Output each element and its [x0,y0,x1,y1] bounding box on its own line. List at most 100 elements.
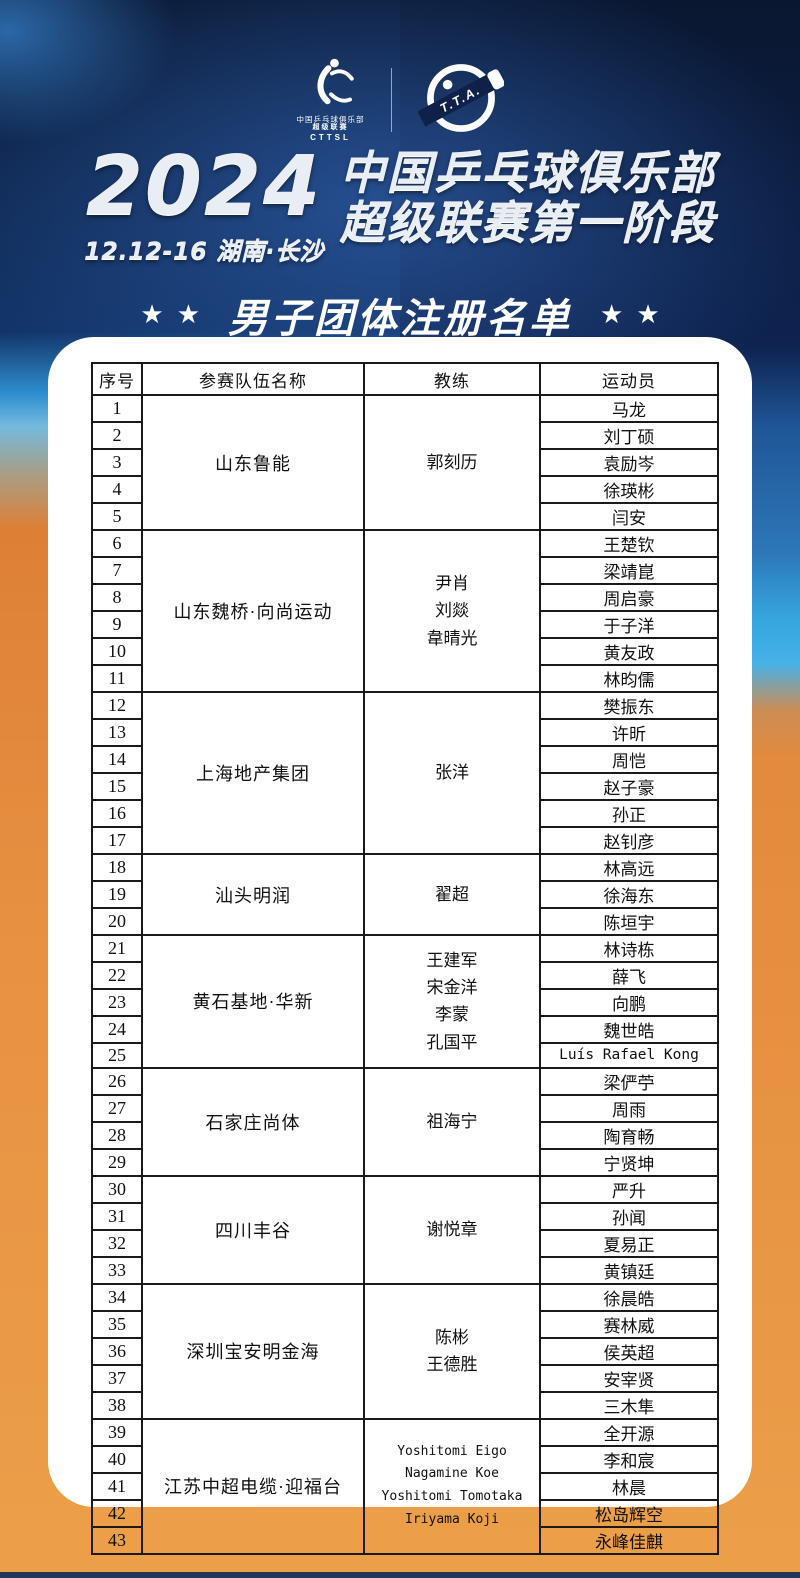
player-cell: 夏易正 [539,1228,719,1258]
table-row: 12 上海地产集团 张洋 樊振东 [91,691,719,855]
coach-name: 谢悦章 [426,1220,478,1240]
row-number-cell: 42 [91,1498,143,1528]
player-cell: 严升 [539,1174,719,1204]
table-header-row: 序号 参赛队伍名称 教练 运动员 [91,362,719,396]
row-number-cell: 28 [91,1120,143,1150]
player-cell: 薛飞 [539,961,719,990]
row-number-cell: 38 [91,1390,143,1420]
row-number-cell: 16 [91,799,143,828]
player-cell: 魏世皓 [539,1015,719,1044]
table-row: 42 松岛辉空 [91,1498,719,1528]
row-number-cell: 12 [91,691,143,720]
coach-cell: 陈彬 王德胜 [363,1282,541,1420]
row-number-cell: 27 [91,1093,143,1123]
player-cell: 赵钊彦 [539,826,719,855]
row-number-cell: 29 [91,1147,143,1177]
coach-name: 李蒙 [435,1005,469,1025]
player-cell: 徐瑛彬 [539,475,719,504]
table-row: 7 梁靖崑 [91,556,719,585]
row-number-cell: 8 [91,583,143,612]
star-icon: ★ [140,299,164,330]
table-row: 39 江苏中超电缆·迎福台 Yoshitomi Eigo Nagamine Koe Yo… [91,1417,719,1555]
coach-cell: 尹肖 刘燚 韋晴光 [363,529,541,693]
table-row: 14 周恺 [91,745,719,774]
row-number-cell: 5 [91,502,143,531]
bottom-strip [0,1572,800,1578]
team-name-cell: 四川丰谷 [141,1174,365,1285]
cttsl-logo-line1: 中国乒乓球俱乐部 [296,114,365,124]
player-cell: 黄友政 [539,637,719,666]
coach-name: 陈彬 [435,1328,469,1347]
team-name-cell: 石家庄尚体 [141,1066,365,1177]
table-row: 32 夏易正 [91,1228,719,1258]
subtitle: 男子团体注册名单 [228,296,572,341]
player-cell: 许昕 [539,718,719,747]
row-number-cell: 35 [91,1309,143,1339]
player-cell: 林晨 [539,1471,719,1501]
player-cell: Luís Rafael Kong [539,1042,719,1069]
player-cell: 全开源 [539,1417,719,1447]
coach-name: 郭刻历 [426,452,478,472]
table-row: 35 赛林威 [91,1309,719,1339]
player-cell: 赵子豪 [539,772,719,801]
player-cell: 孙正 [539,799,719,828]
coach-cell: 祖海宁 [363,1066,541,1177]
table-row: 25 Luís Rafael Kong [91,1042,719,1069]
table-row: 28 陶育畅 [91,1120,719,1150]
row-number-cell: 19 [91,880,143,909]
column-header-player: 运动员 [539,362,719,396]
row-number-cell: 26 [91,1066,143,1096]
roster-table: 序号 参赛队伍名称 教练 运动员 1 山东鲁能 郭刻历 马龙 2 刘丁硕 3 袁励岑 4 徐瑛彬 5… [91,362,719,1555]
coach-name: 刘燚 [435,601,469,621]
row-number-cell: 6 [91,529,143,558]
table-row: 6 山东魏桥·向尚运动 尹肖 刘燚 韋晴光 王楚钦 [91,529,719,693]
title-left: 2024 12.12-16 湖南·长沙 [84,146,324,266]
table-row: 27 周雨 [91,1093,719,1123]
coach-name: 孔国平 [426,1032,478,1052]
team-name-cell: 山东鲁能 [141,394,365,531]
star-icon: ★ [600,299,624,330]
team-name-cell: 黄石基地·华新 [141,934,365,1069]
table-row: 22 薛飞 [91,961,719,990]
player-cell: 宁贤坤 [539,1147,719,1177]
table-row: 3 袁励岑 [91,448,719,477]
cttsl-logo-line2: 超级联赛 [312,124,349,132]
table-row: 5 闫安 [91,502,719,531]
player-cell: 王楚钦 [539,529,719,558]
row-number-cell: 30 [91,1174,143,1204]
row-number-cell: 10 [91,637,143,666]
player-cell: 林高远 [539,853,719,882]
table-row: 26 石家庄尚体 祖海宁 梁俨苧 [91,1066,719,1177]
table-row: 18 汕头明润 翟超 林高远 [91,853,719,936]
row-number-cell: 37 [91,1363,143,1393]
row-number-cell: 3 [91,448,143,477]
coach-cell: Yoshitomi Eigo Nagamine Koe Yoshitomi Tomo… [363,1417,541,1555]
date-location: 12.12-16 湖南·长沙 [84,236,324,265]
column-header-team: 参赛队伍名称 [141,362,365,396]
logos-row: 中国乒乓球俱乐部 超级联赛 CTTSL T.T.A. [0,56,800,144]
coach-name: 尹肖 [435,574,469,594]
player-cell: 安宰贤 [539,1363,719,1393]
coach-name: Yoshitomi Eigo [397,1443,507,1459]
row-number-cell: 23 [91,988,143,1017]
coach-name: 王德胜 [426,1355,478,1375]
player-cell: 周启豪 [539,583,719,612]
roster-card: 序号 参赛队伍名称 教练 运动员 1 山东鲁能 郭刻历 马龙 2 刘丁硕 3 袁励岑 4 徐瑛彬 5… [48,337,752,1555]
table-row: 2 刘丁硕 [91,421,719,450]
row-number-cell: 14 [91,745,143,774]
row-number-cell: 17 [91,826,143,855]
team-name-cell: 山东魏桥·向尚运动 [141,529,365,693]
table-row: 13 许昕 [91,718,719,747]
row-number-cell: 4 [91,475,143,504]
coach-name: 翟超 [435,884,469,904]
coach-name: 张洋 [435,763,469,783]
table-row: 17 赵钊彦 [91,826,719,855]
row-number-cell: 15 [91,772,143,801]
player-cell: 闫安 [539,502,719,531]
team-name-cell: 汕头明润 [141,853,365,936]
row-number-cell: 22 [91,961,143,990]
row-number-cell: 40 [91,1444,143,1474]
column-header-coach: 教练 [363,362,541,396]
table-row: 43 永峰佳麒 [91,1525,719,1555]
row-number-cell: 9 [91,610,143,639]
